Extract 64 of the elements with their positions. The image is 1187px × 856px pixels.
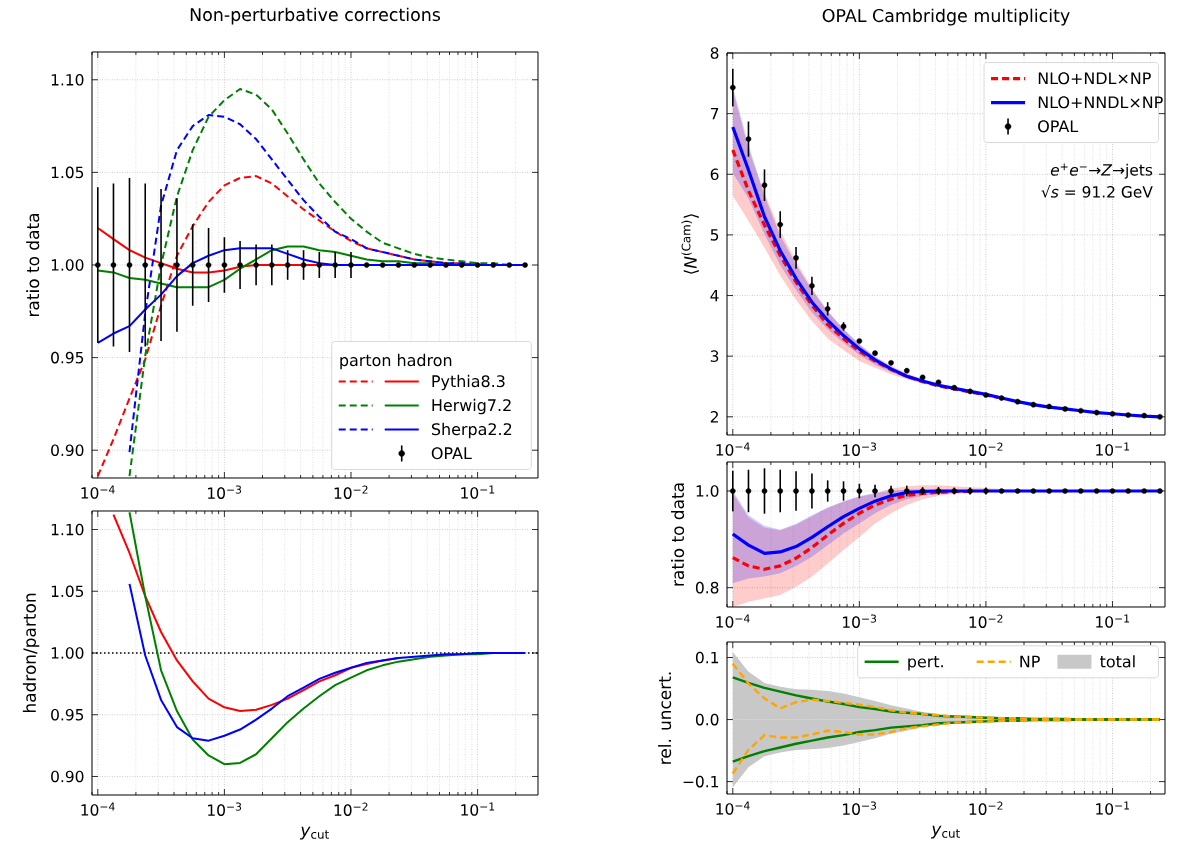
legend-title: parton hadron (340, 353, 452, 370)
y-tick-label: 0.95 (51, 351, 84, 364)
y-axis-title: ⟨N$^{(Cam)}$⟩ (681, 214, 699, 274)
y-axis-title: ratio to data (26, 214, 40, 316)
x-tick-label: 10$^{−4}$ (716, 442, 750, 456)
y-tick-label: 6 (710, 168, 719, 181)
y-tick-label: 1.00 (51, 259, 84, 271)
legend-label: Sherpa2.2 (431, 422, 512, 439)
y-tick-label: −0.1 (683, 775, 719, 788)
x-tick-label: 10$^{−3}$ (208, 485, 242, 499)
y-axis-title: rel. uncert. (658, 672, 672, 764)
y-tick-label: 4 (710, 289, 719, 302)
x-tick-label: 10$^{−1}$ (1096, 442, 1130, 456)
y-tick-label: 1.10 (51, 523, 84, 536)
x-tick-label: 10$^{−1}$ (1096, 614, 1130, 628)
y-tick-label: 5 (710, 229, 719, 241)
y-tick-label: 0.90 (51, 444, 84, 457)
y-tick-label: 0.90 (51, 770, 84, 783)
x-tick-label: 10$^{−1}$ (461, 802, 495, 816)
y-tick-label: 0.8 (695, 581, 719, 594)
x-tick-label: 10$^{−1}$ (461, 485, 495, 499)
y-tick-label: 1.05 (51, 585, 84, 598)
y-tick-label: 1.0 (696, 485, 719, 497)
legend-label: NLO+NNDL×NP (1038, 96, 1163, 109)
x-tick-label: 10$^{−2}$ (334, 802, 368, 816)
y-tick-label: 0.0 (695, 713, 719, 726)
legend-label: OPAL (1038, 120, 1079, 133)
y-tick-label: 1.10 (51, 73, 84, 86)
x-axis-title: y$_{cut}$ (299, 826, 329, 840)
legend-label: NP (1020, 655, 1040, 668)
x-tick-label: 10$^{−4}$ (81, 485, 115, 499)
legend-label: pert. (908, 656, 943, 671)
y-tick-label: 0.95 (51, 708, 84, 721)
legend-label: Pythia8.3 (432, 374, 505, 391)
chart-title: Non-perturbative corrections (190, 7, 441, 25)
x-tick-label: 10$^{−2}$ (969, 801, 1003, 815)
y-tick-label: 1.00 (51, 647, 84, 659)
chart-title: OPAL Cambridge multiplicity (822, 8, 1070, 26)
y-axis-title: ratio to data (670, 483, 685, 586)
legend-label: NLO+NDL×NP (1038, 72, 1151, 85)
annotation: √s = 91.2 GeV (1041, 184, 1153, 198)
y-tick-label: 3 (710, 350, 719, 363)
y-tick-label: 2 (710, 411, 718, 423)
y-tick-label: 1.05 (51, 166, 84, 179)
y-tick-label: 0.1 (695, 651, 719, 664)
y-tick-label: 8 (710, 47, 719, 59)
x-tick-label: 10$^{−3}$ (208, 802, 242, 816)
x-tick-label: 10$^{−2}$ (334, 485, 368, 499)
legend-label: total (1100, 655, 1135, 668)
x-tick-label: 10$^{−4}$ (81, 802, 115, 816)
x-tick-label: 10$^{−2}$ (969, 442, 1003, 456)
x-tick-label: 10$^{−3}$ (843, 442, 877, 456)
x-tick-label: 10$^{−3}$ (843, 614, 877, 628)
x-axis-title: y$_{cut}$ (930, 825, 960, 839)
x-tick-label: 10$^{−4}$ (716, 614, 750, 628)
y-axis-title: hadron/parton (22, 593, 40, 713)
x-tick-label: 10$^{−4}$ (716, 801, 750, 815)
annotation: e$^{+}$e$^{−}$→Z→jets (1050, 163, 1153, 179)
x-tick-label: 10$^{−1}$ (1096, 801, 1130, 815)
legend-label: OPAL (431, 447, 472, 460)
x-tick-label: 10$^{−3}$ (843, 801, 877, 815)
x-tick-label: 10$^{−2}$ (969, 614, 1003, 628)
y-tick-label: 7 (710, 108, 719, 120)
legend-label: Herwig7.2 (432, 398, 511, 415)
